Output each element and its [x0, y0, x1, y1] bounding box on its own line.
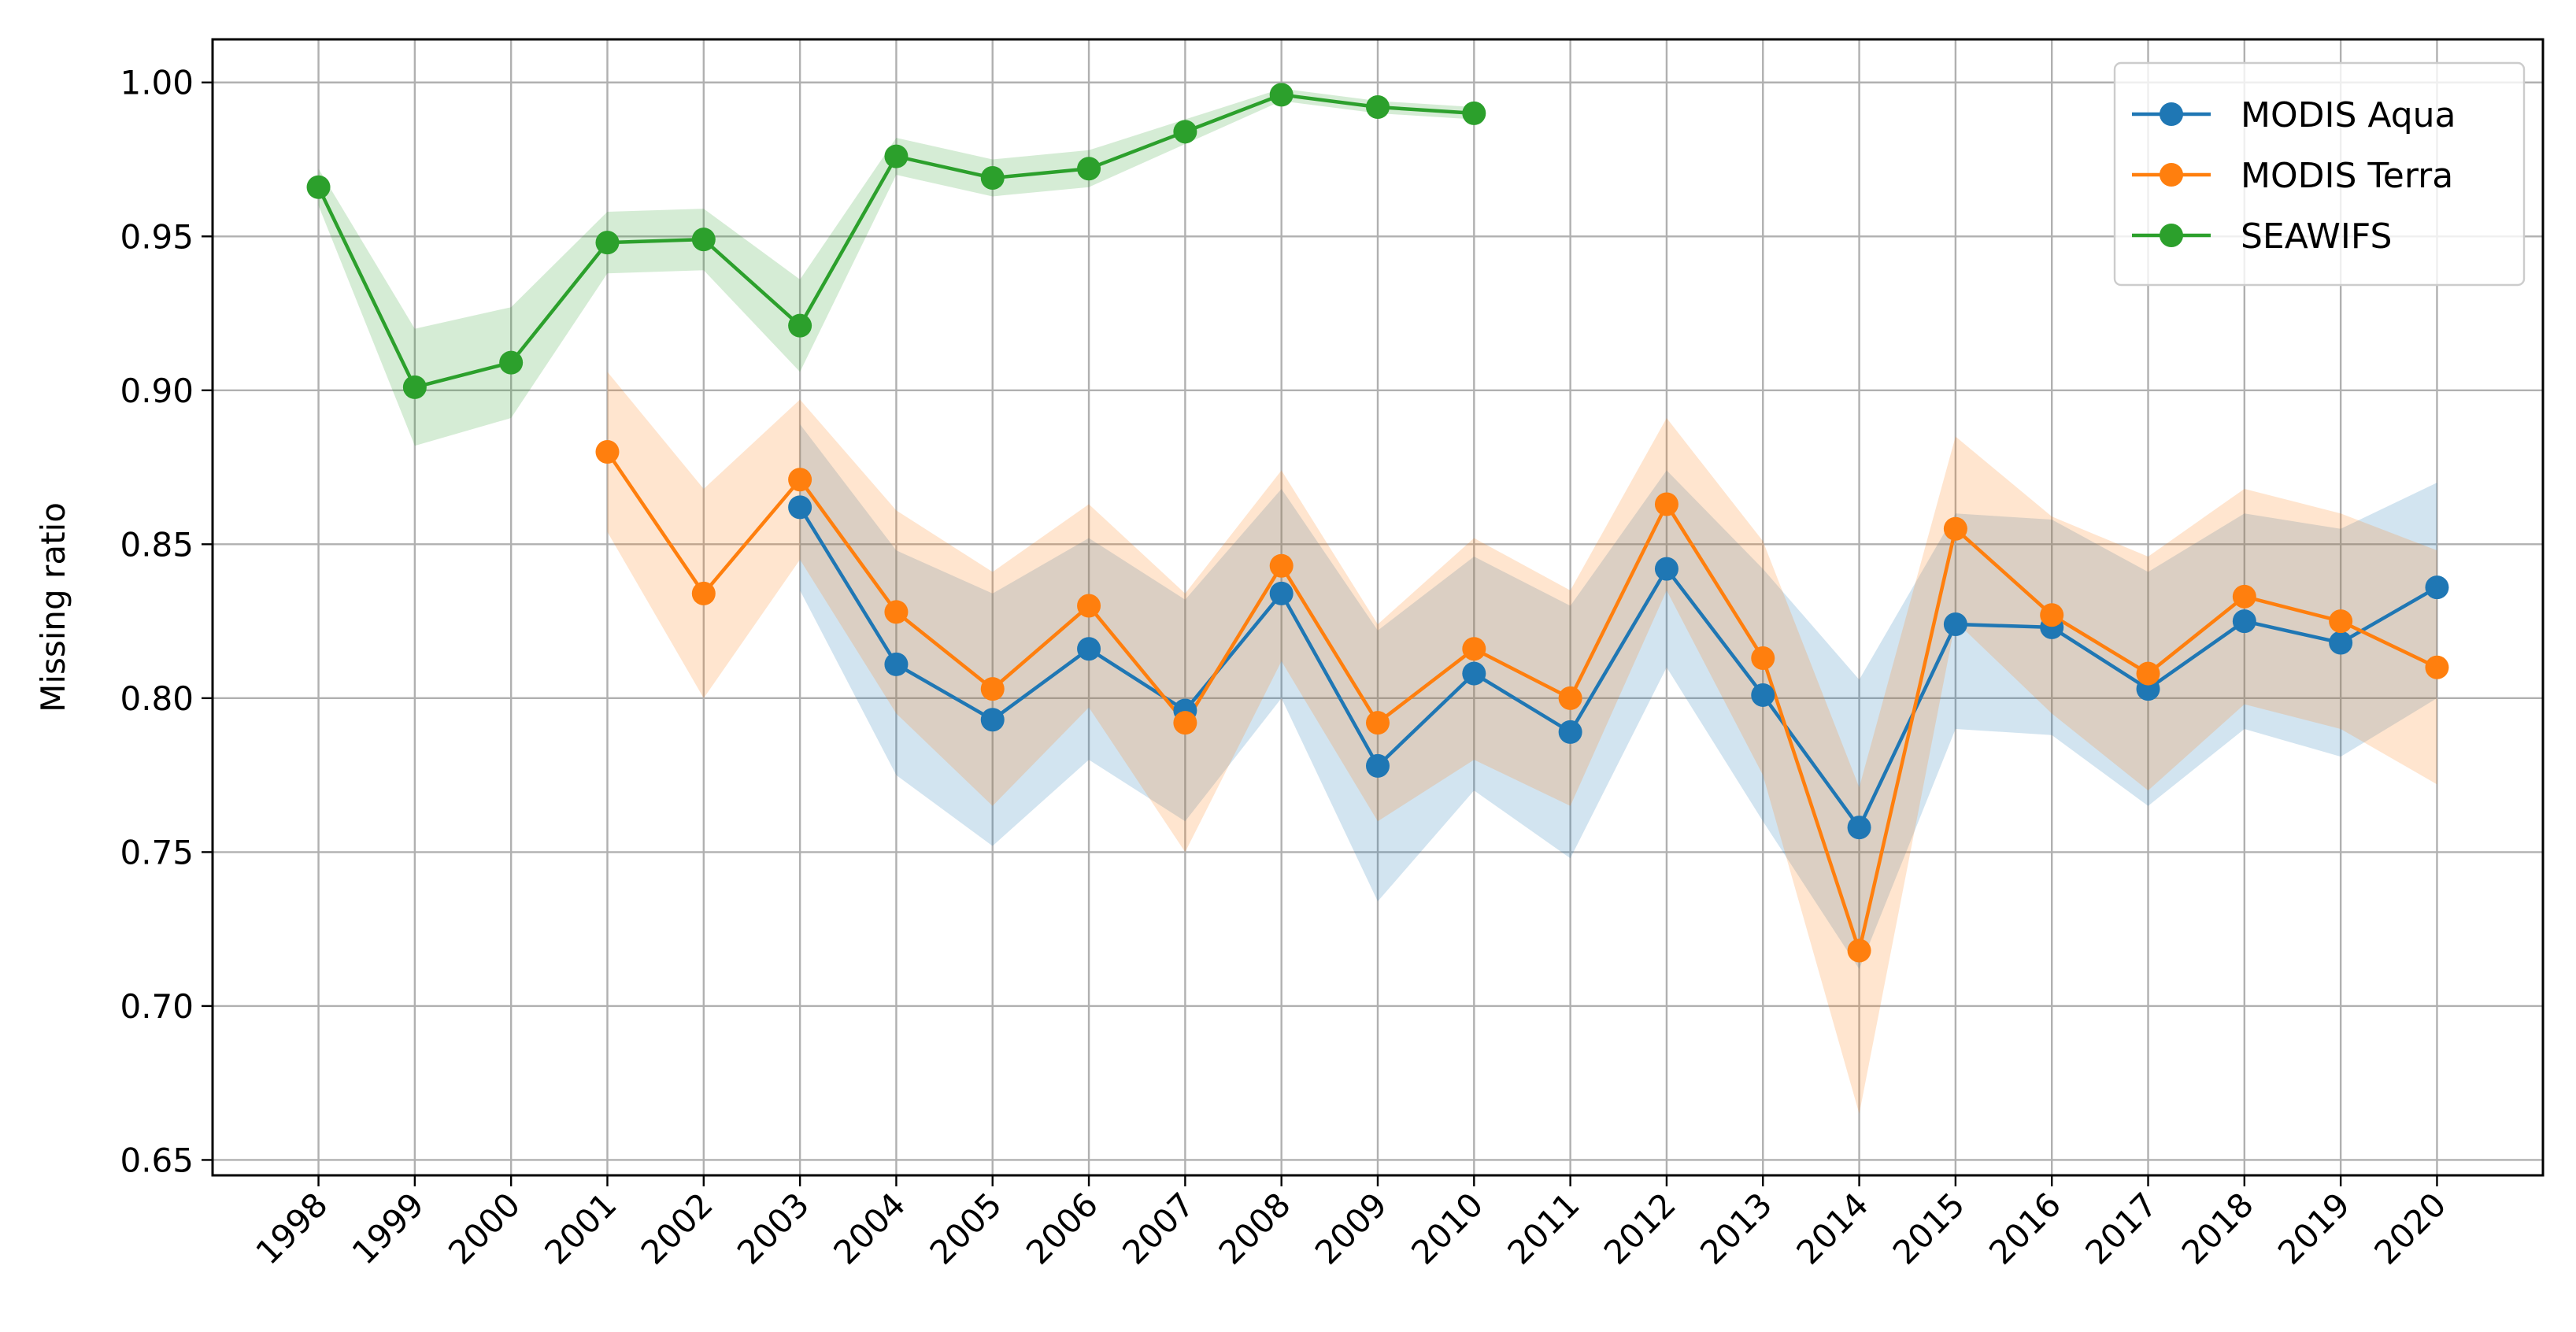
- legend-modis-aqua-label: MODIS Aqua: [2241, 95, 2456, 135]
- modis-terra-point-2012: [1654, 492, 1678, 516]
- seawifs-point-2006: [1077, 157, 1101, 181]
- modis-terra-point-2008: [1269, 553, 1294, 578]
- seawifs-point-2009: [1366, 95, 1390, 120]
- modis-terra-point-2003: [788, 468, 812, 492]
- legend: MODIS Aqua MODIS Terra SEAWIFS: [2113, 61, 2526, 287]
- modis-terra-point-2009: [1366, 711, 1390, 735]
- series-markers: [306, 83, 2449, 963]
- modis-aqua-point-2019: [2329, 631, 2353, 655]
- modis-aqua-point-2010: [1462, 661, 1486, 686]
- modis-aqua-point-2009: [1366, 753, 1390, 778]
- y-tick-label-0-95: 0.95: [120, 217, 194, 256]
- y-tick-label-0-75: 0.75: [120, 833, 194, 871]
- legend-seawifs-label: SEAWIFS: [2241, 216, 2392, 257]
- modis-terra-point-2011: [1558, 686, 1582, 710]
- legend-seawifs-marker: [2160, 224, 2183, 247]
- modis-terra-band: [607, 372, 2437, 1114]
- modis-terra-point-2007: [1173, 711, 1197, 735]
- modis-terra-point-2014: [1847, 938, 1871, 963]
- legend-modis-aqua-marker: [2160, 102, 2183, 126]
- modis-terra-point-2019: [2329, 609, 2353, 634]
- y-tick-labels: 0.65 0.70 0.75 0.80 0.85 0.90 0.95 1.00: [120, 64, 194, 1180]
- modis-aqua-point-2018: [2232, 609, 2256, 634]
- modis-aqua-point-2003: [788, 495, 812, 520]
- modis-aqua-point-2014: [1847, 816, 1871, 840]
- modis-terra-point-2017: [2136, 661, 2160, 686]
- seawifs-point-2003: [788, 313, 812, 338]
- modis-terra-point-2006: [1077, 594, 1101, 618]
- y-tick-label-1-00: 1.00: [120, 64, 194, 102]
- seawifs-point-1999: [402, 375, 427, 399]
- legend-modis-terra-label: MODIS Terra: [2241, 156, 2453, 196]
- modis-aqua-point-2020: [2425, 575, 2449, 600]
- y-tick-label-0-65: 0.65: [120, 1141, 194, 1179]
- y-axis-label: Missing ratio: [34, 502, 72, 712]
- seawifs-point-2002: [691, 228, 716, 252]
- modis-aqua-band: [800, 424, 2437, 969]
- modis-terra-point-2001: [595, 440, 620, 464]
- legend-modis-terra-marker: [2160, 163, 2183, 187]
- modis-aqua-point-2004: [884, 652, 909, 676]
- y-tick-label-0-90: 0.90: [120, 372, 194, 410]
- legend-box: [2113, 61, 2526, 287]
- modis-terra-point-2013: [1751, 646, 1775, 671]
- y-tick-label-0-85: 0.85: [120, 525, 194, 564]
- modis-terra-point-2002: [691, 581, 716, 605]
- seawifs-point-2001: [595, 231, 620, 255]
- seawifs-point-2000: [499, 350, 524, 375]
- modis-aqua-point-2006: [1077, 637, 1101, 661]
- modis-aqua-point-2008: [1269, 581, 1294, 605]
- seawifs-point-2007: [1173, 120, 1197, 144]
- modis-terra-line: [605, 450, 2438, 953]
- modis-terra-point-2010: [1462, 637, 1486, 661]
- seawifs-point-2008: [1269, 83, 1294, 107]
- grid-lines: [213, 39, 2543, 1175]
- y-tick-label-0-70: 0.70: [120, 987, 194, 1026]
- modis-terra-point-2015: [1943, 516, 1967, 541]
- modis-terra-point-2004: [884, 600, 909, 624]
- modis-terra-point-2018: [2232, 584, 2256, 609]
- seawifs-point-1998: [306, 175, 331, 199]
- modis-terra-point-2005: [980, 677, 1005, 701]
- modis-aqua-line: [798, 506, 2438, 830]
- modis-terra-point-2020: [2425, 655, 2449, 679]
- seawifs-point-2005: [980, 165, 1005, 190]
- modis-aqua-point-2013: [1751, 683, 1775, 707]
- seawifs-point-2004: [884, 144, 909, 168]
- modis-aqua-point-2005: [980, 708, 1005, 732]
- modis-aqua-point-2012: [1654, 557, 1678, 581]
- modis-aqua-point-2015: [1943, 612, 1967, 637]
- modis-terra-point-2016: [2040, 603, 2064, 627]
- y-tick-label-0-80: 0.80: [120, 679, 194, 718]
- modis-aqua-point-2011: [1558, 720, 1582, 744]
- axis-ticks: [202, 81, 2438, 1186]
- seawifs-point-2010: [1462, 101, 1486, 125]
